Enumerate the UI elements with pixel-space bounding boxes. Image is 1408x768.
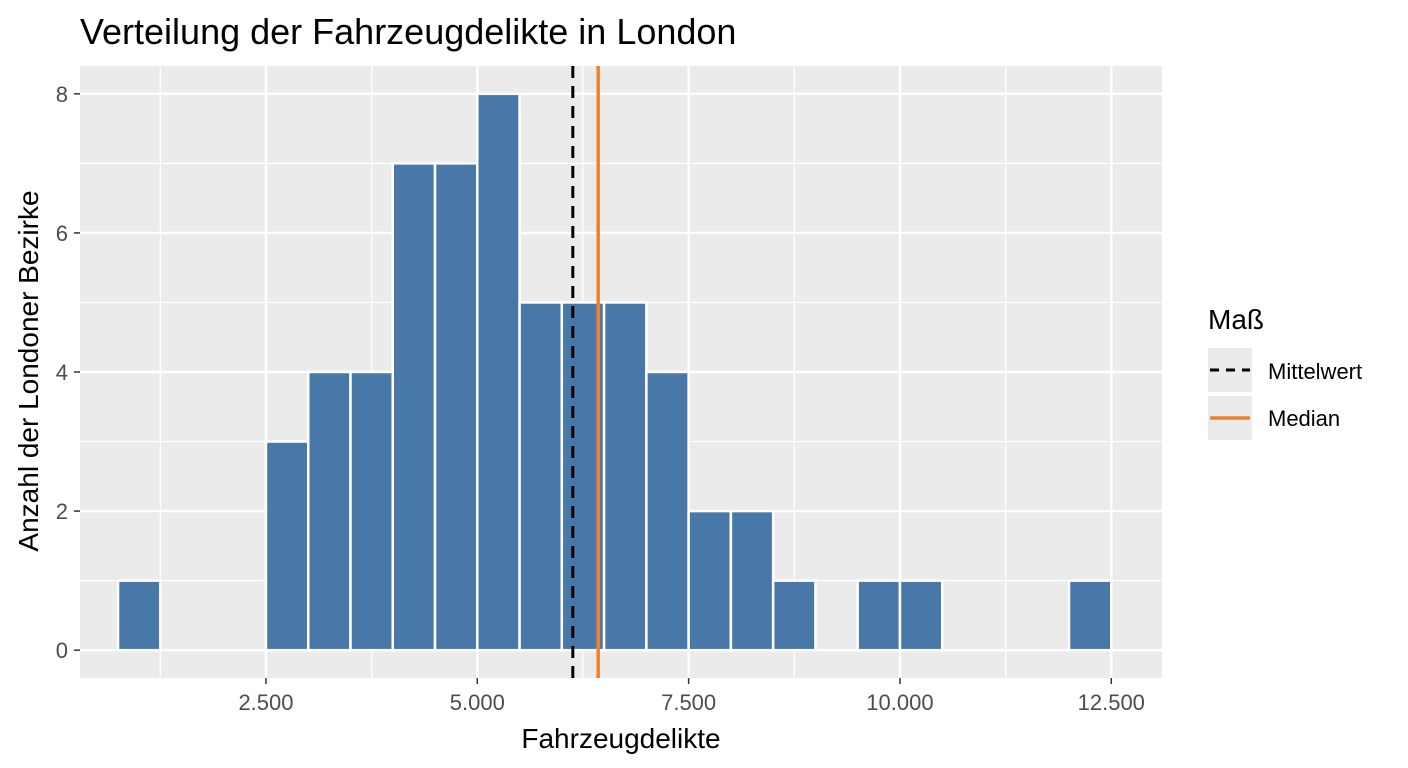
legend-label-mittelwert: Mittelwert — [1268, 359, 1362, 384]
y-axis-title: Anzahl der Londoner Bezirke — [13, 190, 44, 551]
histogram-bar — [306, 370, 352, 652]
histogram-bar — [349, 370, 395, 652]
x-tick-label: 10.000 — [866, 690, 933, 715]
histogram-bar — [391, 162, 437, 652]
y-tick-label: 6 — [56, 221, 68, 246]
histogram-bar — [476, 92, 521, 652]
x-tick-label: 12.500 — [1078, 690, 1145, 715]
histogram-bar — [729, 509, 775, 652]
histogram-bar — [771, 579, 817, 652]
histogram-bar — [687, 509, 733, 652]
x-tick-label: 2.500 — [238, 690, 293, 715]
histogram-bar — [264, 440, 310, 652]
y-tick-label: 0 — [56, 638, 68, 663]
legend: Maß Mittelwert Median — [1208, 304, 1362, 440]
histogram-bars — [116, 92, 1113, 652]
y-tick-label: 8 — [56, 82, 68, 107]
x-axis-title: Fahrzeugdelikte — [521, 723, 720, 754]
x-tick-label: 5.000 — [450, 690, 505, 715]
histogram-bar — [116, 579, 162, 652]
x-tick-label: 7.500 — [661, 690, 716, 715]
y-tick-label: 4 — [56, 360, 68, 385]
x-axis: 2.500 5.000 7.500 10.000 12.500 — [238, 678, 1145, 715]
histogram-bar — [898, 579, 944, 652]
histogram-bar — [645, 370, 690, 652]
reference-lines — [571, 66, 600, 678]
histogram-bar — [1067, 579, 1113, 652]
legend-label-median: Median — [1268, 406, 1340, 431]
histogram-bar — [856, 579, 902, 652]
legend-title: Maß — [1208, 304, 1264, 335]
y-tick-label: 2 — [56, 499, 68, 524]
histogram-bar — [518, 301, 564, 652]
histogram-bar — [433, 162, 479, 652]
histogram-bar — [602, 301, 648, 652]
y-axis: 0 2 4 6 8 — [56, 82, 80, 663]
chart-title: Verteilung der Fahrzeugdelikte in London — [80, 11, 736, 52]
